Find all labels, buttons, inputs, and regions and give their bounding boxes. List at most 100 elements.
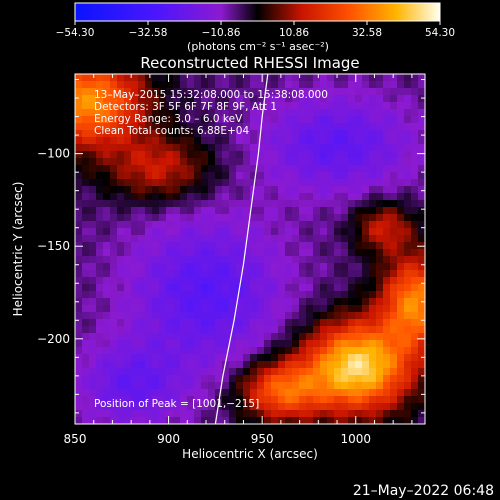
heatmap-cell <box>117 130 125 138</box>
heatmap-cell <box>285 235 293 243</box>
heatmap-cell <box>180 340 188 348</box>
heatmap-cell <box>292 130 300 138</box>
heatmap-cell <box>320 88 328 96</box>
heatmap-cell <box>215 158 223 166</box>
heatmap-cell <box>145 144 153 152</box>
heatmap-cell <box>411 214 419 222</box>
heatmap-cell <box>159 116 167 124</box>
heatmap-cell <box>222 186 230 194</box>
heatmap-cell <box>124 305 132 313</box>
heatmap-cell <box>82 347 90 355</box>
heatmap-cell <box>117 333 125 341</box>
heatmap-cell <box>383 284 391 292</box>
heatmap-cell <box>292 109 300 117</box>
heatmap-cell <box>145 354 153 362</box>
heatmap-cell <box>369 130 377 138</box>
heatmap-cell <box>376 340 384 348</box>
heatmap-cell <box>110 200 118 208</box>
heatmap-cell <box>124 263 132 271</box>
heatmap-cell <box>397 158 405 166</box>
heatmap-cell <box>278 158 286 166</box>
heatmap-cell <box>75 410 83 418</box>
heatmap-cell <box>355 417 363 424</box>
heatmap-cell <box>152 249 160 257</box>
heatmap-cell <box>355 179 363 187</box>
heatmap-cell <box>264 284 272 292</box>
heatmap-cell <box>257 235 265 243</box>
heatmap-cell <box>208 207 216 215</box>
heatmap-cell <box>89 319 97 327</box>
heatmap-cell <box>285 270 293 278</box>
heatmap-cell <box>187 389 195 397</box>
heatmap-cell <box>306 137 314 145</box>
heatmap-cell <box>376 298 384 306</box>
heatmap-cell <box>208 109 216 117</box>
heatmap-cell <box>187 102 195 110</box>
heatmap-cell <box>250 312 258 320</box>
heatmap-cell <box>117 347 125 355</box>
heatmap-cell <box>320 151 328 159</box>
heatmap-cell <box>313 333 321 341</box>
heatmap-cell <box>299 256 307 264</box>
heatmap-cell <box>187 186 195 194</box>
heatmap-cell <box>187 116 195 124</box>
heatmap-cell <box>89 186 97 194</box>
heatmap-cell <box>355 403 363 411</box>
heatmap-cell <box>355 102 363 110</box>
heatmap-cell <box>166 249 174 257</box>
heatmap-cell <box>103 417 111 424</box>
heatmap-cell <box>418 116 425 124</box>
heatmap-cell <box>159 144 167 152</box>
heatmap-cell <box>124 270 132 278</box>
heatmap-cell <box>334 368 342 376</box>
heatmap-cell <box>299 130 307 138</box>
heatmap-cell <box>208 284 216 292</box>
heatmap-cell <box>418 270 425 278</box>
heatmap-cell <box>138 144 146 152</box>
heatmap-cell <box>117 172 125 180</box>
heatmap-cell <box>117 249 125 257</box>
heatmap-cell <box>173 382 181 390</box>
heatmap-cell <box>299 354 307 362</box>
heatmap-cell <box>397 403 405 411</box>
heatmap-cell <box>306 200 314 208</box>
heatmap-cell <box>355 158 363 166</box>
heatmap-cell <box>201 95 209 103</box>
heatmap-cell <box>229 81 237 89</box>
heatmap-cell <box>278 277 286 285</box>
heatmap-cell <box>166 214 174 222</box>
heatmap-cell <box>152 88 160 96</box>
heatmap-cell <box>306 109 314 117</box>
heatmap-cell <box>383 81 391 89</box>
heatmap-cell <box>75 186 83 194</box>
heatmap-cell <box>271 158 279 166</box>
heatmap-cell <box>82 319 90 327</box>
heatmap-cell <box>229 95 237 103</box>
heatmap-cell <box>131 228 139 236</box>
heatmap-cell <box>383 123 391 131</box>
heatmap-cell <box>236 214 244 222</box>
heatmap-cell <box>236 291 244 299</box>
heatmap-cell <box>180 291 188 299</box>
heatmap-cell <box>376 263 384 271</box>
x-tick-label: 1000 <box>340 432 371 446</box>
heatmap-cell <box>215 235 223 243</box>
heatmap-cell <box>117 298 125 306</box>
heatmap-cell <box>229 270 237 278</box>
heatmap-cell <box>131 137 139 145</box>
heatmap-cell <box>82 81 90 89</box>
heatmap-cell <box>215 95 223 103</box>
heatmap-cell <box>264 361 272 369</box>
heatmap-cell <box>362 249 370 257</box>
heatmap-cell <box>103 179 111 187</box>
heatmap-cell <box>236 403 244 411</box>
heatmap-cell <box>411 81 419 89</box>
heatmap-cell <box>131 333 139 341</box>
heatmap-cell <box>306 368 314 376</box>
heatmap-cell <box>390 368 398 376</box>
heatmap-cell <box>341 207 349 215</box>
heatmap-cell <box>201 81 209 89</box>
heatmap-cell <box>201 193 209 201</box>
heatmap-cell <box>411 375 419 383</box>
heatmap-cell <box>166 151 174 159</box>
